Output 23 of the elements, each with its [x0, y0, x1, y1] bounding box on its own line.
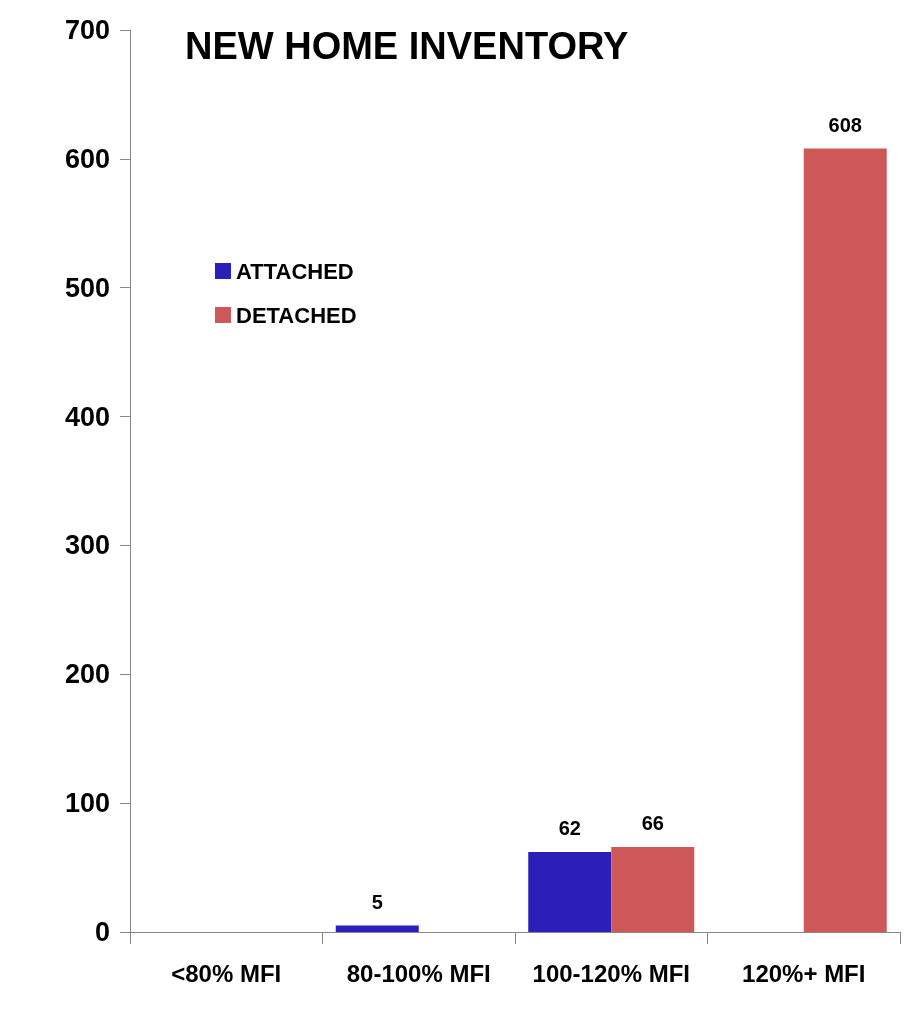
y-tick-label: 300	[64, 530, 110, 561]
bar	[528, 852, 612, 932]
y-tick-label: 500	[64, 272, 110, 303]
data-label: 608	[828, 113, 862, 136]
data-label: 66	[641, 811, 664, 834]
legend-label: DETACHED	[236, 302, 357, 328]
y-tick-label: 0	[94, 917, 110, 947]
y-tick-label: 100	[64, 788, 110, 819]
x-tick-label: 100-120% MFI	[532, 959, 690, 987]
chart-title: NEW HOME INVENTORY	[185, 25, 629, 67]
data-label: 62	[558, 817, 581, 840]
x-tick-label: 80-100% MFI	[346, 959, 491, 987]
legend-label: ATTACHED	[236, 258, 354, 284]
data-label: 5	[371, 890, 383, 913]
bar	[335, 925, 419, 932]
y-tick-label: 700	[64, 15, 110, 45]
y-tick-label: 400	[64, 401, 110, 432]
x-tick-label: 120%+ MFI	[742, 959, 866, 987]
y-tick-label: 600	[64, 143, 110, 174]
y-tick-label: 200	[64, 659, 110, 690]
x-tick-label: <80% MFI	[171, 959, 282, 987]
bar	[803, 148, 887, 932]
bar	[611, 846, 695, 932]
